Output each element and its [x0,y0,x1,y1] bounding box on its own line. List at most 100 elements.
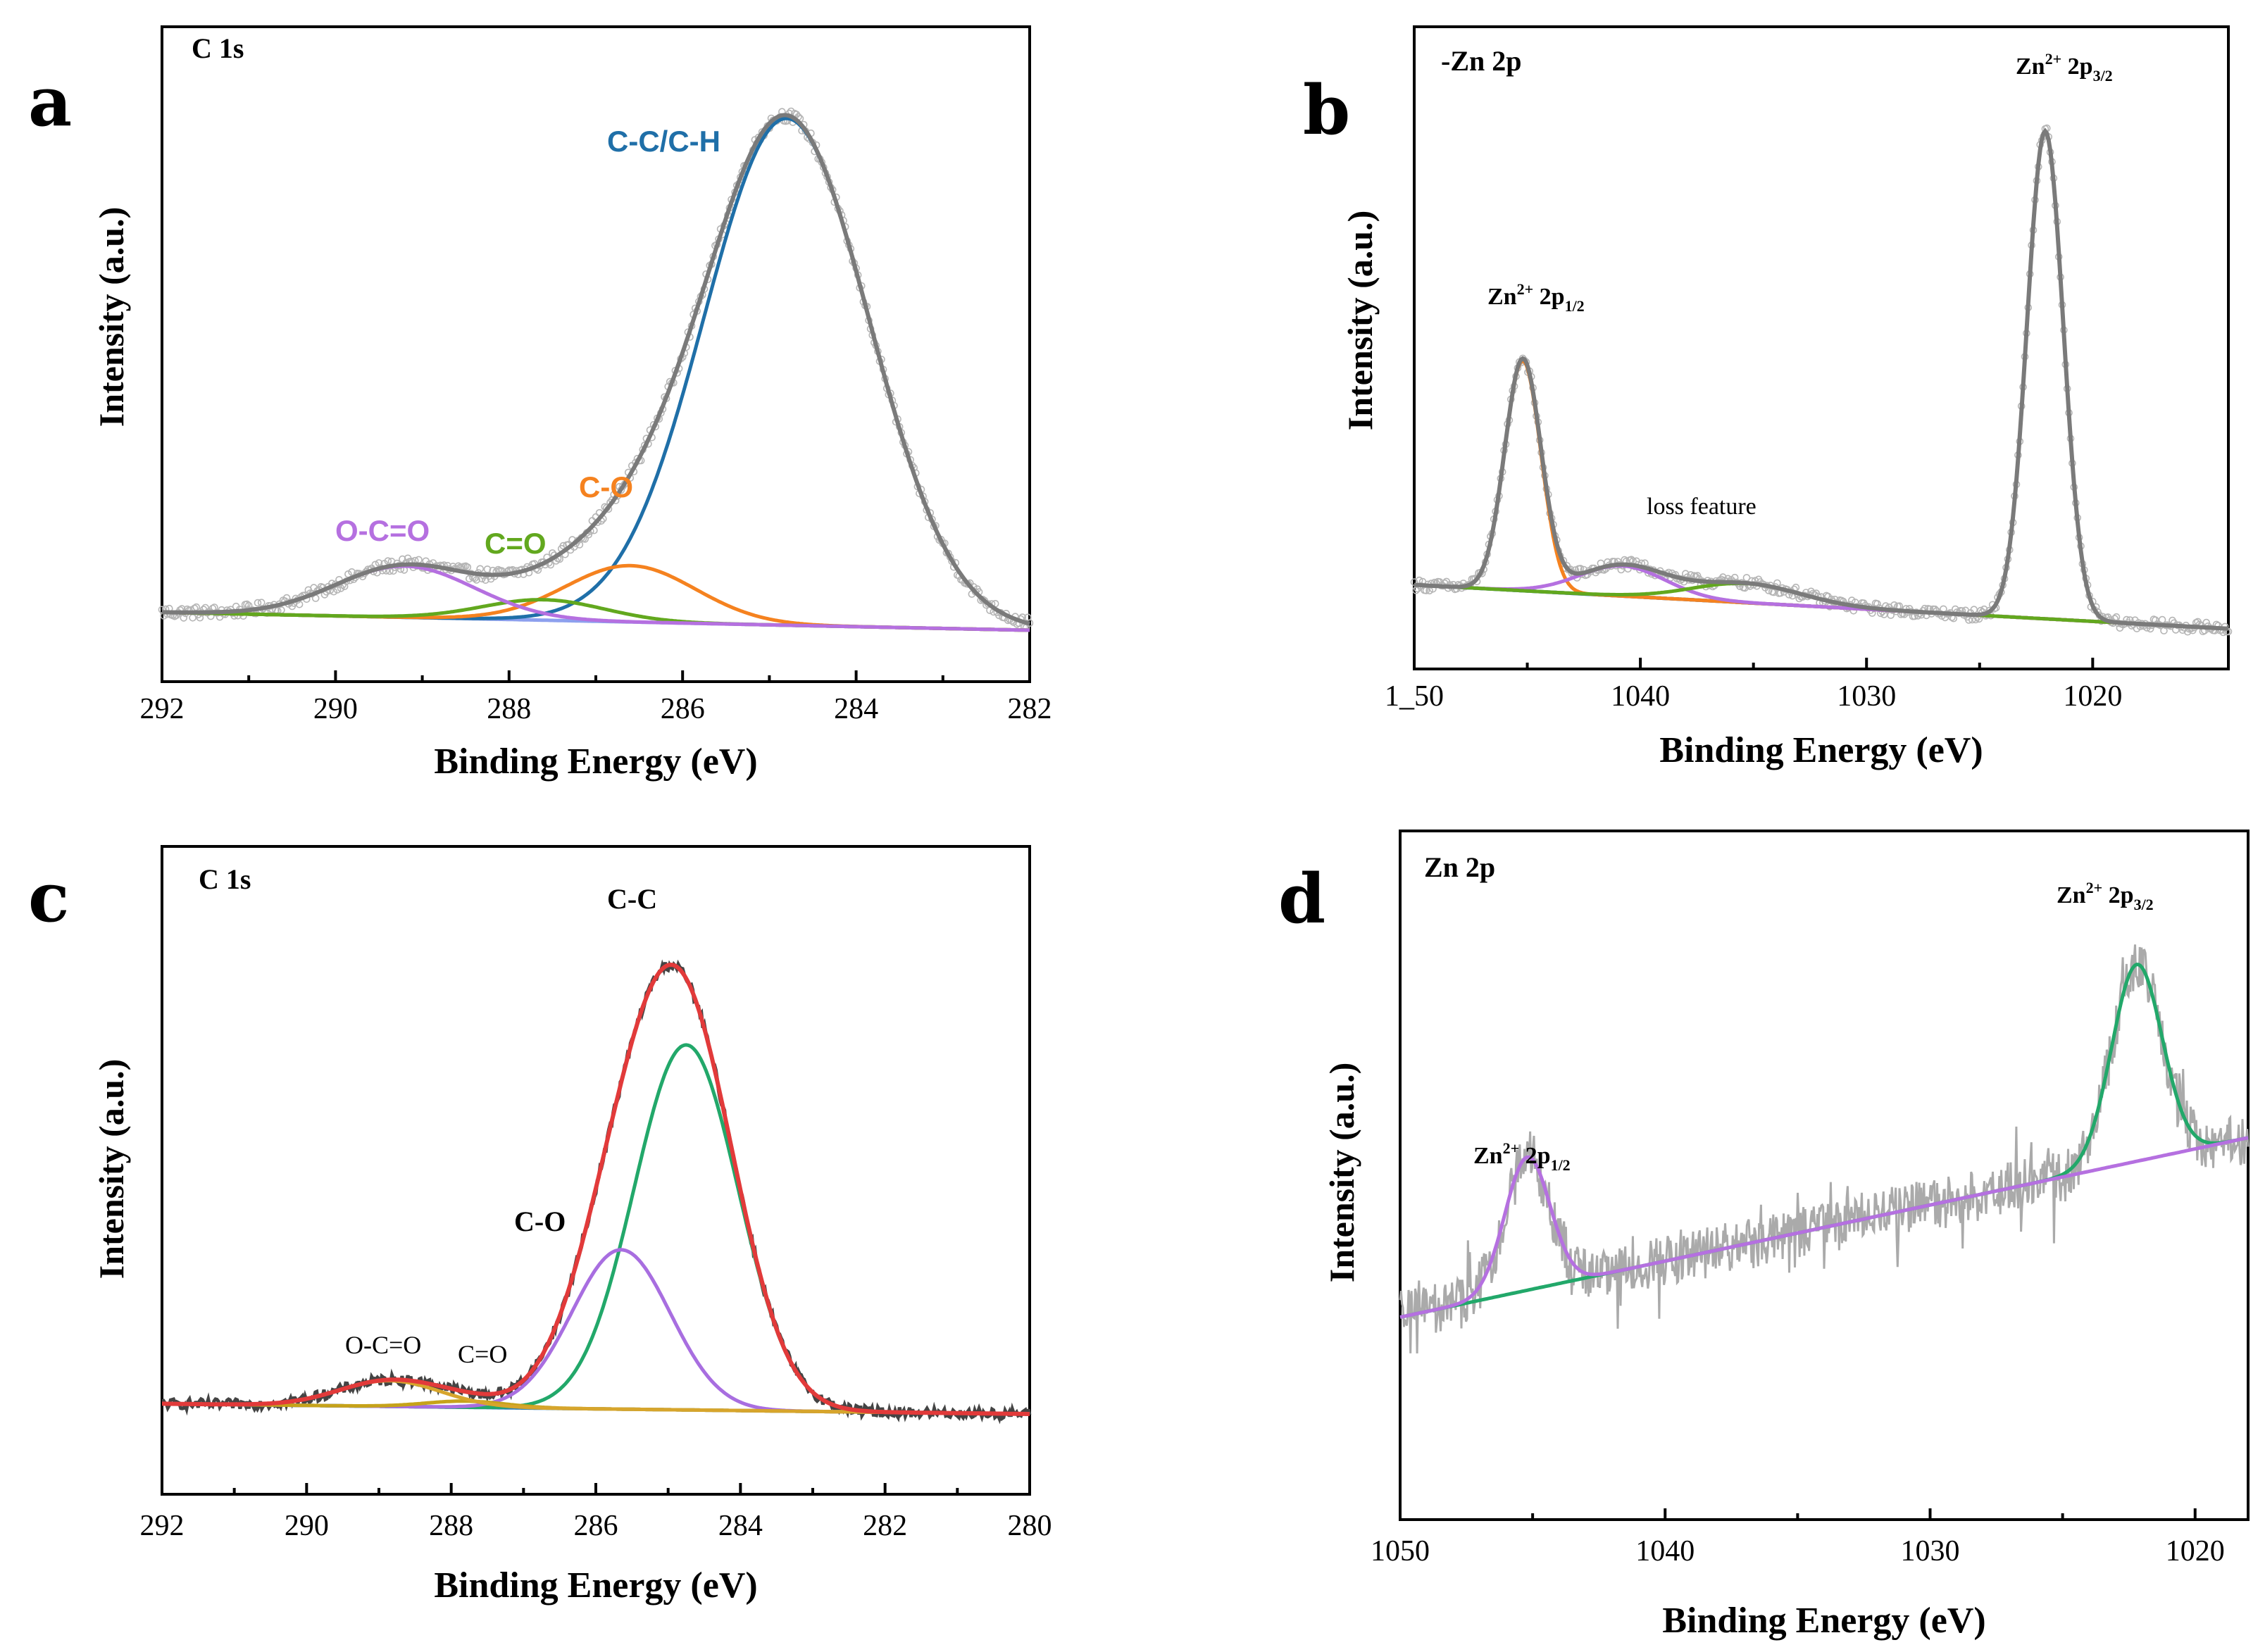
annotation-zn-2p12-d: Zn2+ 2p1/2 [1473,1139,1571,1174]
x-tick-label: 1040 [1635,1535,1695,1567]
envelope-b [1414,127,2229,631]
x-tick-label: 1_50 [1385,680,1444,713]
ann-sup: 2+ [2045,50,2062,68]
fit-curve-c-0 [162,1043,1030,1416]
ann-sub: 1/2 [1565,297,1585,315]
curves-a [158,107,1034,632]
raw-data-point [1682,570,1690,578]
envelope-c [162,963,1030,1416]
x-tick-label: 288 [487,693,531,725]
raw-data-point [1628,556,1635,564]
fit-curve-b-0 [1414,128,2229,631]
ann-text: Zn [1487,284,1517,310]
plot-frame-d [1399,830,2250,1521]
curves-d [1399,944,2250,1354]
annotation-c-o-a: C-O [579,470,633,503]
inset-title-c: C 1s [199,863,251,895]
raw-data-point [476,565,485,573]
y-axis-title-c: Intensity (a.u.) [92,1059,131,1279]
fit-curve-a-0 [162,116,1030,626]
x-tick-label: 1040 [1611,680,1670,713]
x-tick-label: 1030 [1901,1535,1960,1567]
raw-data-point [465,575,473,583]
y-axis-title-d: Intensity (a.u.) [1322,1063,1361,1283]
x-tick-label: 286 [661,693,705,725]
curves-c [161,959,1032,1425]
x-tick-label: 292 [140,1510,185,1542]
raw-data-point [254,599,262,607]
panel-letter-a: a [28,62,72,142]
x-tick-label: 288 [429,1510,473,1542]
inset-title-d: Zn 2p [1424,851,1495,883]
plot-frame-a [161,25,1031,683]
x-tick-label: 1030 [1837,680,1896,713]
raw-data-point [482,576,489,584]
ann-text2: 2p [1519,1143,1550,1169]
annotation-c-double-o-a: C=O [485,527,547,560]
raw-data-point [384,557,392,565]
ann-sub: 3/2 [2093,67,2113,85]
ann-text: Zn [1473,1143,1503,1169]
ann-sup: 2+ [1517,280,1534,298]
x-axis-title-d: Binding Energy (eV) [1662,1601,1985,1641]
panel-d: d Zn 2p 1050 1040 1030 1020 Binding Energy … [1278,830,2250,1641]
raw-data-point [243,600,251,608]
annotation-c-double-o-c: C=O [458,1340,507,1368]
annotation-c-c: C-C [607,883,657,915]
annotation-zn-2p32-b: Zn2+ 2p3/2 [2016,50,2113,85]
x-ticks-b: 1_50 1040 1030 1020 [1385,658,2122,713]
ann-sup: 2+ [1503,1139,1520,1157]
raw-data-point [192,603,201,611]
raw-data-point [483,565,492,573]
raw-data-point [473,576,480,584]
y-axis-title-a: Intensity (a.u.) [92,207,131,427]
panel-letter-b: b [1303,70,1350,150]
x-axis-title-c: Binding Energy (eV) [434,1565,757,1606]
annotation-c-o-c: C-O [514,1206,566,1237]
inset-title-a: C 1s [192,32,244,64]
x-axis-title-a: Binding Energy (eV) [434,741,757,782]
ann-text2: 2p [1533,284,1564,310]
panel-b: b -Zn 2p 1_50 1040 1030 1020 Binding Energy… [1303,25,2233,770]
x-ticks-d: 1050 1040 1030 1020 [1371,1508,2225,1567]
ann-sup: 2+ [2086,879,2103,896]
x-tick-label: 284 [718,1510,763,1542]
raw-data-point [330,587,338,596]
ann-text2: 2p [2061,54,2092,80]
annotation-o-c-double-o-c: O-C=O [345,1331,421,1359]
x-ticks-c: 292 290 288 286 284 282 280 [140,1483,1052,1542]
x-tick-label: 290 [285,1510,329,1542]
fit-curve-d-1 [1399,1136,2249,1319]
x-tick-label: 1020 [2166,1535,2225,1567]
raw-data-point [1742,574,1751,582]
ann-sub: 3/2 [2134,896,2154,913]
raw-data-point [575,541,584,549]
x-tick-label: 286 [574,1510,618,1542]
panel-c: c C 1s 292 290 288 286 284 282 280 Binding Ene… [28,845,1052,1606]
annotation-o-c-double-o-a: O-C=O [335,514,430,547]
panel-letter-d: d [1278,859,1325,939]
x-tick-label: 282 [1008,693,1052,725]
raw-data-point [180,614,188,622]
raw-spectrum-d [1399,944,2250,1354]
plot-frame-b [1413,25,2230,670]
panel-letter-c: c [28,858,69,937]
annotation-zn-2p12-b: Zn2+ 2p1/2 [1487,280,1585,315]
x-tick-label: 284 [834,693,878,725]
raw-data-point [463,563,472,571]
raw-data-point [415,556,423,564]
raw-data-point [1773,579,1781,587]
raw-data-points-b [1410,124,2233,637]
raw-data-point [2112,613,2121,621]
raw-data-point [1949,614,1958,622]
ann-text2: 2p [2102,882,2133,908]
ann-sub: 1/2 [1551,1156,1571,1174]
raw-data-point [2158,615,2166,624]
raw-data-point [1792,583,1800,592]
annotation-c-c-c-h: C-C/C-H [607,125,720,158]
x-axis-title-b: Binding Energy (eV) [1659,730,1983,770]
annotation-loss-feature: loss feature [1647,494,1757,520]
y-axis-title-b: Intensity (a.u.) [1340,211,1380,431]
x-tick-label: 290 [313,693,358,725]
